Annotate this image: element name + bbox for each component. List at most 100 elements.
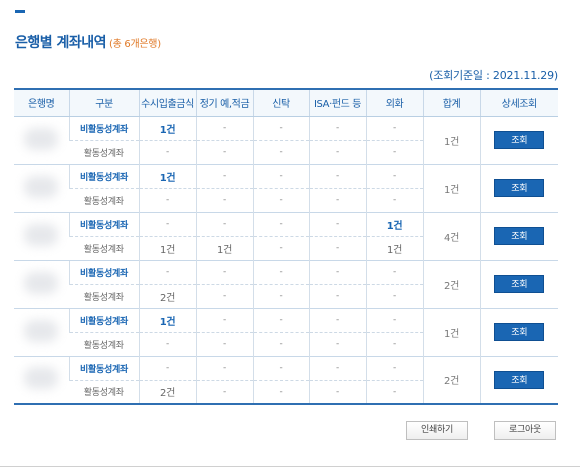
value-cell: 1건: [138, 235, 196, 260]
col-header-total: 합계: [422, 89, 480, 117]
value-cell: -: [308, 235, 366, 260]
title-accent-bar: [15, 10, 25, 13]
value-cell: 1건: [138, 307, 196, 332]
value-cell: -: [252, 259, 309, 284]
value-cell: -: [195, 355, 253, 380]
value-cell: -: [252, 139, 309, 164]
table-row-inactive: 비활동성계좌 1건 - - - - 1건 조회: [14, 163, 558, 212]
table-row-active: 활동성계좌 2건 - - - -: [14, 379, 558, 404]
account-type-inactive: 비활동성계좌: [68, 355, 139, 380]
value-cell: -: [252, 283, 309, 308]
table-row-active: 활동성계좌 1건 1건 - - 1건: [14, 235, 558, 260]
value-cell: -: [252, 116, 309, 140]
value-cell: -: [138, 187, 196, 212]
view-detail-button[interactable]: 조회: [494, 131, 545, 149]
value-cell: 2건: [138, 283, 196, 308]
bank-name-cell: [14, 259, 69, 308]
value-cell: -: [138, 355, 196, 380]
footer-divider: [0, 466, 580, 467]
detail-cell: 조회: [479, 355, 558, 404]
view-detail-button[interactable]: 조회: [494, 275, 545, 293]
value-cell: -: [252, 307, 309, 332]
bank-name-cell: [14, 211, 69, 260]
table-row-inactive: 비활동성계좌 1건 - - - - 1건 조회: [14, 307, 558, 356]
col-header-savings: 정기 예,적금: [195, 89, 253, 117]
table-header-row: 은행명 구분 수시입출금식 정기 예,적금 신탁 ISA·펀드 등 외화 합계 …: [14, 89, 558, 117]
table-row-inactive: 비활동성계좌 - - - - - 2건 조회: [14, 355, 558, 404]
table-row-inactive: 비활동성계좌 - - - - - 2건 조회: [14, 259, 558, 308]
bank-logo-blurred: [24, 367, 59, 390]
value-cell: -: [365, 331, 423, 356]
value-cell: -: [308, 379, 366, 404]
value-cell: -: [365, 139, 423, 164]
value-cell: 1건: [138, 163, 196, 188]
value-cell: -: [195, 307, 253, 332]
value-cell: -: [195, 331, 253, 356]
value-cell: -: [252, 187, 309, 212]
table-row-inactive: 비활동성계좌 - - - - 1건 4건 조회: [14, 211, 558, 260]
detail-cell: 조회: [479, 116, 558, 164]
value-cell: 1건: [365, 235, 423, 260]
view-detail-button[interactable]: 조회: [494, 179, 545, 197]
value-cell: -: [195, 283, 253, 308]
value-cell: -: [365, 379, 423, 404]
logout-button[interactable]: 로그아웃: [494, 421, 556, 440]
value-cell: -: [308, 355, 366, 380]
col-header-foreign-currency: 외화: [365, 89, 423, 117]
value-cell: 1건: [195, 235, 253, 260]
bank-logo-blurred: [24, 127, 59, 150]
view-detail-button[interactable]: 조회: [494, 323, 545, 341]
account-type-active: 활동성계좌: [69, 235, 139, 260]
account-type-active: 활동성계좌: [69, 283, 139, 308]
account-type-active: 활동성계좌: [69, 187, 139, 212]
value-cell: -: [195, 187, 253, 212]
col-header-type: 구분: [68, 89, 139, 117]
bank-name-cell: [14, 163, 69, 212]
total-cell: 1건: [422, 116, 480, 164]
value-cell: -: [308, 116, 366, 140]
value-cell: 1건: [365, 211, 423, 236]
value-cell: -: [138, 259, 196, 284]
value-cell: -: [365, 163, 423, 188]
value-cell: -: [138, 139, 196, 164]
value-cell: -: [195, 163, 253, 188]
value-cell: -: [138, 331, 196, 356]
page-title-text: 은행별 계좌내역: [15, 35, 107, 51]
detail-cell: 조회: [479, 211, 558, 260]
bank-name-cell: [14, 116, 69, 164]
account-table: 은행명 구분 수시입출금식 정기 예,적금 신탁 ISA·펀드 등 외화 합계 …: [14, 88, 558, 405]
bank-logo-blurred: [24, 271, 59, 294]
value-cell: -: [308, 307, 366, 332]
value-cell: -: [252, 163, 309, 188]
value-cell: -: [365, 355, 423, 380]
account-type-inactive: 비활동성계좌: [68, 163, 139, 188]
detail-cell: 조회: [479, 163, 558, 212]
value-cell: -: [308, 211, 366, 236]
value-cell: -: [252, 331, 309, 356]
table-row-active: 활동성계좌 - - - - -: [14, 331, 558, 356]
account-type-active: 활동성계좌: [69, 331, 139, 356]
col-header-demand-deposit: 수시입출금식: [138, 89, 196, 117]
value-cell: -: [195, 379, 253, 404]
value-cell: -: [195, 139, 253, 164]
value-cell: -: [308, 139, 366, 164]
value-cell: -: [365, 283, 423, 308]
value-cell: -: [365, 187, 423, 212]
account-type-inactive: 비활동성계좌: [68, 259, 139, 284]
value-cell: 2건: [138, 379, 196, 404]
value-cell: -: [308, 283, 366, 308]
table-row-active: 활동성계좌 - - - - -: [14, 187, 558, 212]
value-cell: -: [138, 211, 196, 236]
col-header-trust: 신탁: [252, 89, 309, 117]
value-cell: -: [308, 163, 366, 188]
bank-count-subtitle: (총 6개은행): [109, 39, 161, 50]
base-date-label: (조회기준일 : 2021.11.29): [429, 69, 558, 82]
value-cell: -: [252, 355, 309, 380]
total-cell: 1건: [422, 163, 480, 212]
view-detail-button[interactable]: 조회: [494, 370, 545, 389]
view-detail-button[interactable]: 조회: [494, 227, 545, 245]
total-cell: 4건: [422, 211, 480, 260]
print-button[interactable]: 인쇄하기: [406, 421, 468, 440]
total-cell: 2건: [422, 259, 480, 308]
value-cell: 1건: [138, 116, 196, 140]
